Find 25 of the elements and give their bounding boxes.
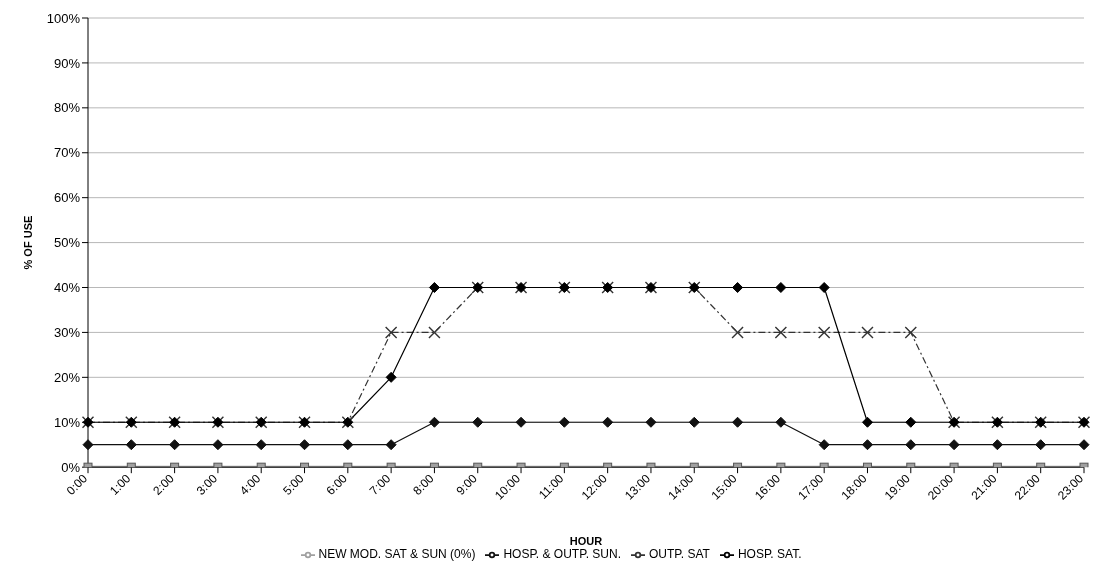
y-tick-label: 90% <box>53 55 81 71</box>
legend-label: HOSP. SAT. <box>737 547 802 562</box>
y-axis-title: % OF USE <box>21 215 34 270</box>
x-tick-label: 3:00 <box>193 471 221 498</box>
x-tick-label: 6:00 <box>323 471 351 498</box>
legend-label: HOSP. & OUTP. SUN. <box>503 547 621 562</box>
y-tick-label: 100% <box>46 10 81 26</box>
legend-label: OUTP. SAT <box>649 547 710 562</box>
x-tick-label: 7:00 <box>366 471 394 498</box>
x-tick-label: 1:00 <box>107 471 134 498</box>
x-tick-label: 4:00 <box>236 471 264 498</box>
x-tick-label: 2:00 <box>150 471 177 498</box>
y-tick-label: 70% <box>53 145 81 161</box>
x-tick-label: 5:00 <box>280 471 307 498</box>
x-axis-title: HOUR <box>569 535 603 548</box>
y-tick-label: 60% <box>53 190 81 206</box>
x-tick-label: 9:00 <box>453 471 481 498</box>
y-tick-label: 50% <box>53 235 81 251</box>
y-tick-label: 10% <box>53 414 81 430</box>
y-tick-label: 80% <box>53 100 81 116</box>
y-tick-label: 20% <box>53 369 81 385</box>
y-tick-label: 30% <box>53 325 81 341</box>
y-tick-label: 40% <box>53 280 81 296</box>
legend-label: NEW MOD. SAT & SUN (0%) <box>318 547 476 562</box>
x-tick-label: 8:00 <box>410 471 437 498</box>
